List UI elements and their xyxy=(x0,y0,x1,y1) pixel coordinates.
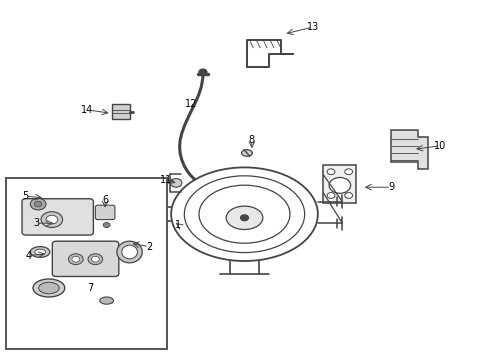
Bar xyxy=(112,104,130,119)
Circle shape xyxy=(72,256,80,262)
Text: 5: 5 xyxy=(22,191,28,201)
Circle shape xyxy=(68,254,83,265)
Text: 6: 6 xyxy=(102,195,108,205)
Text: 10: 10 xyxy=(433,141,446,151)
Circle shape xyxy=(170,179,182,187)
Text: 4: 4 xyxy=(25,251,31,261)
Ellipse shape xyxy=(117,241,142,263)
Circle shape xyxy=(328,177,350,193)
Circle shape xyxy=(34,201,42,207)
Ellipse shape xyxy=(100,297,113,304)
Ellipse shape xyxy=(35,249,45,255)
FancyBboxPatch shape xyxy=(22,199,93,235)
FancyBboxPatch shape xyxy=(95,205,115,220)
Circle shape xyxy=(30,198,46,210)
Circle shape xyxy=(240,215,248,221)
Circle shape xyxy=(326,193,334,198)
Bar xyxy=(6,178,167,349)
Text: 1: 1 xyxy=(175,220,181,230)
Circle shape xyxy=(199,69,206,75)
Text: 8: 8 xyxy=(248,135,254,145)
Text: 2: 2 xyxy=(146,242,152,252)
Ellipse shape xyxy=(39,282,59,294)
Ellipse shape xyxy=(241,150,252,156)
Circle shape xyxy=(88,254,102,265)
Ellipse shape xyxy=(33,279,64,297)
Bar xyxy=(323,165,356,202)
FancyBboxPatch shape xyxy=(52,241,119,276)
Text: 13: 13 xyxy=(306,22,319,32)
Text: 11: 11 xyxy=(160,175,172,185)
Text: 14: 14 xyxy=(81,105,93,115)
Text: 12: 12 xyxy=(184,99,197,109)
Circle shape xyxy=(326,169,334,175)
Ellipse shape xyxy=(30,247,50,257)
Ellipse shape xyxy=(225,206,263,230)
Circle shape xyxy=(46,215,58,224)
Polygon shape xyxy=(390,130,427,169)
Text: 7: 7 xyxy=(87,283,93,293)
Text: 3: 3 xyxy=(34,218,40,228)
Circle shape xyxy=(91,256,99,262)
Circle shape xyxy=(344,193,352,198)
Circle shape xyxy=(344,169,352,175)
Circle shape xyxy=(41,212,62,228)
Circle shape xyxy=(103,222,110,228)
Ellipse shape xyxy=(122,245,137,259)
Text: 9: 9 xyxy=(387,182,393,192)
